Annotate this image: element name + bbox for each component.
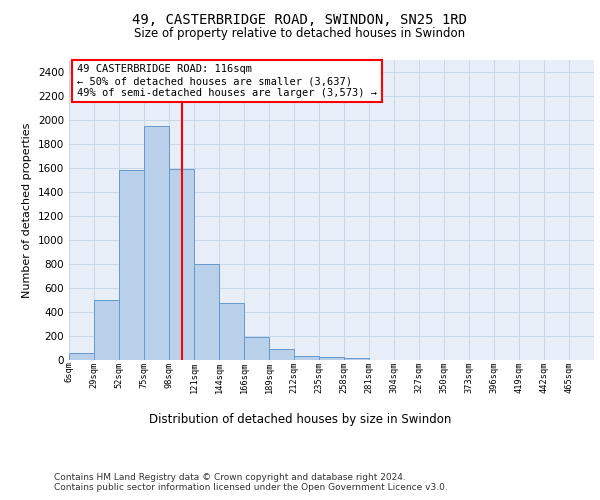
Bar	[144, 126, 169, 360]
Text: Contains HM Land Registry data © Crown copyright and database right 2024.: Contains HM Land Registry data © Crown c…	[54, 472, 406, 482]
Bar	[69, 353, 94, 360]
Bar	[269, 349, 294, 360]
Bar	[119, 170, 144, 360]
Bar	[219, 303, 244, 360]
Bar	[244, 336, 269, 360]
Bar	[169, 169, 194, 360]
Bar	[344, 358, 369, 360]
Bar	[194, 264, 219, 360]
Y-axis label: Number of detached properties: Number of detached properties	[22, 122, 32, 298]
Text: 49 CASTERBRIDGE ROAD: 116sqm
← 50% of detached houses are smaller (3,637)
49% of: 49 CASTERBRIDGE ROAD: 116sqm ← 50% of de…	[77, 64, 377, 98]
Text: Distribution of detached houses by size in Swindon: Distribution of detached houses by size …	[149, 412, 451, 426]
Bar	[294, 356, 319, 360]
Text: Size of property relative to detached houses in Swindon: Size of property relative to detached ho…	[134, 28, 466, 40]
Text: 49, CASTERBRIDGE ROAD, SWINDON, SN25 1RD: 49, CASTERBRIDGE ROAD, SWINDON, SN25 1RD	[133, 12, 467, 26]
Text: Contains public sector information licensed under the Open Government Licence v3: Contains public sector information licen…	[54, 484, 448, 492]
Bar	[94, 300, 119, 360]
Bar	[319, 357, 344, 360]
